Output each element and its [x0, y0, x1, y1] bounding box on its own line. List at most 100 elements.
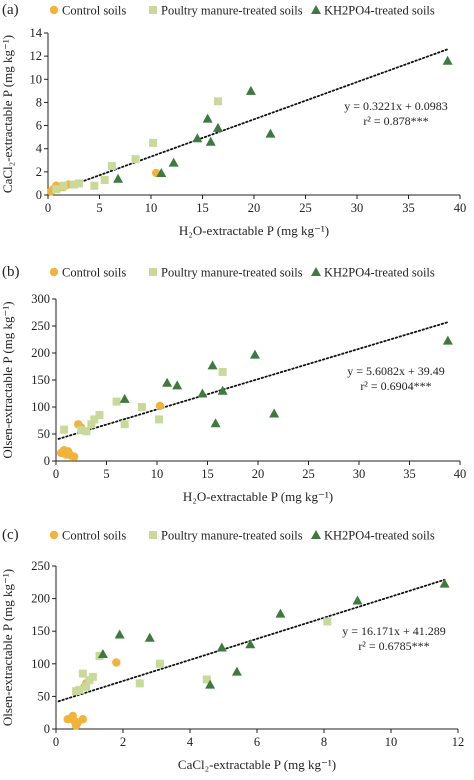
y-tick-label: 0	[36, 188, 42, 202]
data-point	[192, 133, 203, 143]
r-squared: r² = 0.6904***	[360, 379, 431, 393]
y-tick-label: 300	[31, 292, 50, 306]
y-tick-label: 2	[36, 165, 42, 179]
data-point	[69, 180, 78, 189]
y-axis-title: Olsen-extractable P (mg kg⁻¹)	[0, 301, 15, 458]
data-point	[135, 679, 144, 688]
chart-panel-2: (b) Control soils Poultry manure-treated s…	[0, 264, 466, 504]
legend-label-kh2po4: KH2PO4-treated soils	[324, 4, 435, 18]
x-tick-label: 5	[96, 201, 102, 215]
x-tick-label: 0	[53, 467, 59, 481]
x-tick-label: 10	[145, 201, 158, 215]
data-point	[202, 675, 211, 684]
series-poultry	[60, 367, 227, 436]
x-tick-label: 35	[403, 467, 416, 481]
data-point	[74, 179, 83, 188]
data-point	[120, 420, 129, 429]
x-tick-label: 0	[45, 201, 51, 215]
data-point	[217, 385, 228, 395]
data-point	[156, 168, 167, 178]
data-point	[107, 162, 116, 171]
data-point	[149, 138, 158, 147]
trend-equation: y = 0.3221x + 0.0983	[344, 99, 448, 113]
data-point	[114, 629, 125, 639]
y-tick-label: 50	[38, 689, 51, 703]
legend: Control soils Poultry manure-treated soil…	[49, 4, 435, 18]
data-point	[155, 401, 165, 411]
panel-label: (b)	[2, 264, 20, 280]
legend: Control soils Poultry manure-treated soil…	[49, 266, 435, 280]
data-point	[439, 578, 450, 588]
series-kh2po4	[97, 578, 450, 689]
data-point	[269, 408, 280, 418]
y-tick-label: 200	[31, 346, 50, 360]
data-point	[77, 426, 86, 435]
y-tick-label: 200	[31, 592, 50, 606]
x-tick-label: 20	[248, 201, 261, 215]
data-point	[112, 658, 121, 667]
panel-label: (a)	[2, 2, 19, 18]
y-tick-label: 150	[31, 624, 50, 638]
x-tick-label: 15	[201, 467, 214, 481]
legend-marker-poultry	[149, 6, 157, 14]
data-point	[90, 181, 99, 190]
data-point	[249, 349, 260, 359]
x-tick-label: 15	[196, 201, 209, 215]
y-tick-label: 10	[30, 72, 43, 86]
x-tick-label: 35	[402, 201, 415, 215]
panel-label: (c)	[2, 527, 19, 543]
x-tick-label: 25	[299, 201, 312, 215]
legend-label-poultry: Poultry manure-treated soils	[161, 529, 303, 543]
data-point	[137, 403, 146, 411]
x-tick-label: 30	[353, 467, 366, 481]
x-axis-title: CaCl₂-extractable P (mg kg⁻¹)	[178, 757, 336, 772]
data-point	[60, 425, 69, 434]
trend-equation: y = 16.171x + 41.289	[342, 624, 446, 638]
x-tick-label: 4	[187, 735, 194, 749]
data-point	[207, 360, 218, 370]
data-point	[197, 388, 208, 398]
data-point	[442, 335, 453, 345]
data-point	[212, 122, 223, 132]
x-tick-label: 6	[254, 735, 260, 749]
y-tick-label: 0	[44, 454, 50, 468]
data-point	[75, 685, 84, 694]
data-point	[78, 715, 88, 724]
data-point	[275, 608, 286, 618]
data-point	[82, 682, 91, 691]
data-point	[88, 672, 97, 681]
legend-marker-control	[49, 5, 59, 15]
data-point	[265, 128, 276, 138]
data-point	[202, 113, 213, 123]
y-tick-label: 50	[38, 427, 51, 441]
legend-marker-kh2po4	[311, 5, 321, 14]
r-squared: r² = 0.878***	[363, 114, 428, 128]
series-kh2po4	[119, 335, 453, 428]
x-tick-label: 0	[53, 735, 59, 749]
x-axis-title: H₂O-extractable P (mg kg⁻¹)	[179, 223, 329, 238]
data-point	[216, 642, 227, 652]
data-point	[112, 397, 121, 406]
y-tick-label: 14	[30, 26, 43, 40]
y-tick-label: 0	[44, 722, 50, 736]
x-tick-label: 5	[103, 467, 109, 481]
x-tick-label: 40	[454, 467, 467, 481]
data-point	[168, 157, 179, 167]
data-point	[205, 136, 216, 146]
legend-marker-kh2po4	[311, 530, 321, 539]
x-tick-label: 25	[302, 467, 315, 481]
data-point	[100, 175, 109, 184]
legend-label-kh2po4: KH2PO4-treated soils	[324, 266, 435, 280]
x-tick-label: 10	[385, 735, 398, 749]
data-point	[205, 679, 216, 689]
series-kh2po4	[113, 55, 453, 183]
chart-panel-3: (c) Control soils Poultry manure-treated s…	[0, 527, 464, 772]
chart-panel-1: (a) Control soils Poultry manure-treated s…	[0, 2, 466, 238]
data-point	[245, 639, 256, 649]
series-control	[56, 401, 165, 461]
data-point	[323, 617, 332, 626]
data-point	[172, 380, 183, 390]
y-tick-label: 250	[31, 319, 50, 333]
x-tick-label: 12	[452, 735, 465, 749]
